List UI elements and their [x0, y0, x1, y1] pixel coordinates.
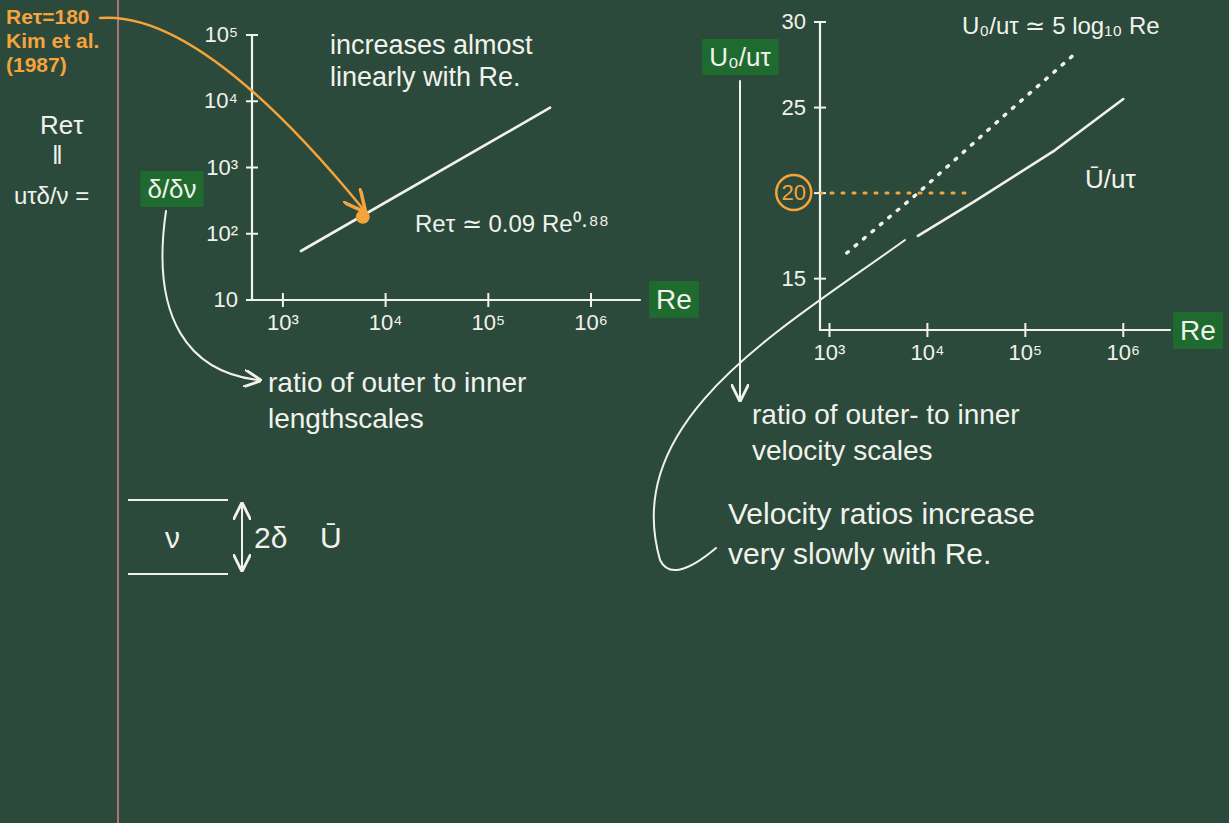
x-tick: [590, 293, 592, 307]
annotation-arrow: [100, 18, 363, 209]
series-label: U₀/uτ ≃ 5 log₁₀ Re: [962, 12, 1160, 39]
y-tick-label: 30: [782, 9, 806, 34]
text-line: Kim et al.: [6, 29, 99, 52]
y-tick: [246, 299, 258, 301]
reference-line: [820, 192, 967, 195]
y-tick-label: 10⁵: [204, 22, 238, 47]
y-tick-label: 20: [782, 180, 806, 205]
x-tick-label: 10⁵: [1009, 340, 1043, 365]
y-tick: [814, 278, 826, 280]
y-tick: [246, 167, 258, 169]
annotation: ratio of outer- to inner velocity scales: [752, 399, 1020, 466]
y-tick-label: 10²: [206, 221, 238, 246]
x-tick-label: 10⁴: [910, 340, 944, 365]
data-line: [847, 56, 1072, 253]
x-axis: [252, 299, 640, 301]
series-label: Ū/uτ: [1085, 164, 1136, 194]
x-tick: [926, 323, 928, 337]
text-line: Velocity ratios increase: [728, 497, 1035, 530]
text-line: ratio of outer- to inner: [752, 399, 1020, 430]
x-tick: [385, 293, 387, 307]
channel-sketch: ν 2δ Ū: [128, 500, 342, 574]
plot-area: [820, 56, 1123, 253]
y-tick: [246, 100, 258, 102]
channel-wall: [128, 499, 228, 501]
x-tick-label: 10³: [267, 310, 299, 335]
chart-0: 10³ 10⁴ 10⁵ 10⁶ 10 10² 10³ 10⁴ 10⁵ Reτ ≃ 0.09 Re⁰…: [6, 5, 699, 434]
x-tick-label: 10⁴: [369, 310, 403, 335]
y-tick-label: 10⁴: [204, 88, 238, 113]
text-line: very slowly with Re.: [728, 537, 991, 570]
height-arrow: [241, 506, 243, 568]
y-axis-title-box: [140, 171, 203, 207]
text-line: velocity scales: [752, 435, 933, 466]
text-line: ratio of outer to inner: [268, 367, 526, 398]
y-tick-label: 10³: [206, 155, 238, 180]
annotation-arrow: [739, 81, 741, 398]
annotation: Velocity ratios increase very slowly with…: [728, 497, 1035, 570]
annotation-bracket: [654, 240, 905, 570]
y-tick-label: 15: [782, 266, 806, 291]
text-line: lengthscales: [268, 403, 424, 434]
annotation: increases almostlinearly with Re.: [330, 30, 533, 92]
text-line: linearly with Re.: [330, 62, 521, 92]
text-line: increases almost: [330, 30, 533, 60]
text-line: (1987): [6, 53, 67, 76]
annotation: ratio of outer to inner lengthscales: [268, 367, 526, 434]
y-axis-title: U₀/uτ: [709, 42, 771, 72]
sketch-label: 2δ: [254, 521, 287, 554]
x-tick-label: 10⁵: [472, 310, 506, 335]
chart-1: 10³ 10⁴ 10⁵ 10⁶ 15 20 25 30 U₀/uτ ≃ 5 log₁₀ Re Ū/…: [702, 9, 1223, 570]
channel-wall: [128, 573, 228, 575]
sketch-label: Ū: [320, 521, 342, 554]
board-margin-line: [117, 0, 119, 823]
annotation-arrow: [162, 211, 258, 380]
x-tick: [1122, 323, 1124, 337]
highlight-circle: [776, 175, 811, 210]
series-label: Reτ=180Kim et al.(1987): [6, 5, 99, 76]
x-axis-title: Re: [1180, 315, 1216, 346]
x-tick-label: 10⁶: [574, 310, 608, 335]
y-axis-title-equivalent: uτδ/ν =: [14, 182, 89, 209]
y-tick: [814, 107, 826, 109]
sketch-label: ν: [165, 521, 180, 554]
y-tick: [814, 21, 826, 23]
y-axis-title-equivalent: ‖: [52, 140, 63, 170]
x-tick: [1024, 323, 1026, 337]
y-tick-label: 25: [782, 95, 806, 120]
y-axis-title-box: [702, 39, 778, 75]
y-axis-title-equivalent: Reτ: [40, 110, 84, 140]
blackboard: 10³ 10⁴ 10⁵ 10⁶ 10 10² 10³ 10⁴ 10⁵ Reτ ≃ 0.09 Re⁰…: [0, 0, 1229, 823]
data-point: [356, 210, 370, 224]
x-tick-label: 10³: [814, 340, 846, 365]
y-axis: [819, 22, 821, 330]
x-axis-title-box: [1173, 312, 1223, 349]
y-axis-title: δ/δν: [147, 174, 196, 204]
y-tick: [246, 233, 258, 235]
series-label: Reτ ≃ 0.09 Re⁰·⁸⁸: [415, 210, 609, 237]
y-tick: [246, 34, 258, 36]
x-tick-label: 10⁶: [1107, 340, 1141, 365]
x-tick: [828, 323, 830, 337]
x-tick: [487, 293, 489, 307]
x-tick: [282, 293, 284, 307]
x-axis-title: Re: [656, 284, 692, 315]
y-tick-label: 10: [214, 287, 238, 312]
x-axis: [820, 329, 1170, 331]
x-axis-title-box: [649, 281, 699, 318]
text-line: Reτ=180: [6, 5, 90, 28]
